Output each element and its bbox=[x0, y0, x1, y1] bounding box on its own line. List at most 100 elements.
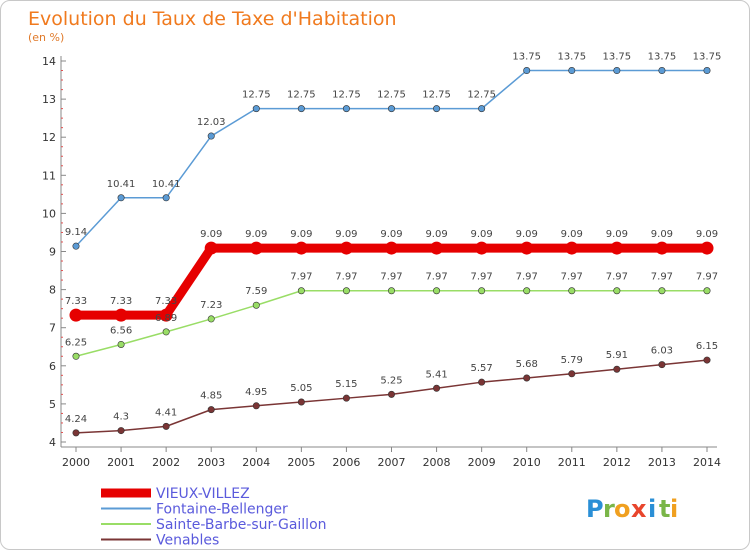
series-point bbox=[613, 365, 621, 373]
data-label: 6.15 bbox=[696, 341, 718, 352]
data-label: 9.09 bbox=[651, 229, 673, 240]
x-tick-label: 2013 bbox=[648, 456, 676, 469]
series-point bbox=[207, 132, 215, 140]
x-tick-label: 2007 bbox=[378, 456, 406, 469]
data-label: 4.41 bbox=[155, 407, 177, 418]
y-tick-label: 9 bbox=[49, 246, 56, 259]
data-label: 7.97 bbox=[516, 272, 538, 283]
data-label: 13.75 bbox=[648, 52, 677, 63]
data-label: 7.97 bbox=[696, 272, 718, 283]
series-point bbox=[342, 394, 350, 402]
data-label: 7.23 bbox=[200, 300, 222, 311]
data-label: 13.75 bbox=[693, 52, 722, 63]
data-label: 12.75 bbox=[287, 90, 316, 101]
data-label: 7.97 bbox=[561, 272, 583, 283]
series-point bbox=[114, 308, 128, 322]
series-point bbox=[568, 67, 576, 75]
legend-entry: Venables bbox=[156, 533, 219, 549]
data-label: 7.97 bbox=[335, 272, 357, 283]
data-label: 9.09 bbox=[200, 229, 222, 240]
chart-title: Evolution du Taux de Taxe d'Habitation bbox=[28, 8, 397, 30]
y-tick-label: 14 bbox=[42, 55, 56, 68]
x-tick-label: 2012 bbox=[603, 456, 631, 469]
legend-entry: Sainte-Barbe-sur-Gaillon bbox=[156, 517, 327, 533]
series-point bbox=[433, 105, 441, 113]
data-label: 5.68 bbox=[516, 359, 538, 370]
data-label: 7.59 bbox=[245, 286, 267, 297]
data-label: 9.09 bbox=[471, 229, 493, 240]
series-point bbox=[117, 194, 125, 202]
data-label: 7.33 bbox=[110, 296, 132, 307]
data-label: 10.41 bbox=[107, 179, 136, 190]
x-tick-label: 2004 bbox=[242, 456, 270, 469]
series-point bbox=[613, 67, 621, 75]
chart-subtitle: (en %) bbox=[28, 31, 64, 44]
data-label: 4.95 bbox=[245, 387, 267, 398]
data-label: 6.89 bbox=[155, 313, 177, 324]
data-label: 7.97 bbox=[380, 272, 402, 283]
data-label: 12.75 bbox=[422, 90, 451, 101]
series-point bbox=[159, 308, 173, 322]
data-label: 7.97 bbox=[651, 272, 673, 283]
series-point bbox=[297, 105, 305, 113]
series-point bbox=[478, 287, 486, 295]
series-point bbox=[703, 287, 711, 295]
series-point bbox=[658, 67, 666, 75]
series-point bbox=[387, 390, 395, 398]
data-label: 7.97 bbox=[471, 272, 493, 283]
series-point bbox=[69, 308, 83, 322]
data-label: 12.03 bbox=[197, 117, 226, 128]
data-label: 9.09 bbox=[561, 229, 583, 240]
x-tick-label: 2010 bbox=[513, 456, 541, 469]
series-point bbox=[703, 67, 711, 75]
y-tick-label: 12 bbox=[42, 131, 56, 144]
data-label: 4.24 bbox=[65, 414, 87, 425]
series-point bbox=[655, 241, 669, 255]
series-point bbox=[162, 194, 170, 202]
x-tick-label: 2003 bbox=[197, 456, 225, 469]
series-point bbox=[523, 374, 531, 382]
data-label: 6.25 bbox=[65, 337, 87, 348]
series-point bbox=[294, 241, 308, 255]
data-label: 7.97 bbox=[606, 272, 628, 283]
series-point bbox=[520, 241, 534, 255]
data-labels: 7.33 7.33 7.33 9.09 9.09 9.09 9.09 9.09 9.09 9.09… bbox=[65, 52, 721, 425]
y-tick-label: 13 bbox=[42, 93, 56, 106]
series-point bbox=[387, 287, 395, 295]
y-tick-label: 6 bbox=[49, 360, 56, 373]
logo-letter: x bbox=[631, 495, 647, 523]
series-point bbox=[342, 287, 350, 295]
data-label: 9.09 bbox=[380, 229, 402, 240]
data-label: 7.97 bbox=[425, 272, 447, 283]
series-point bbox=[252, 402, 260, 410]
data-label: 7.33 bbox=[155, 296, 177, 307]
data-label: 12.75 bbox=[332, 90, 361, 101]
x-tick-label: 2008 bbox=[423, 456, 451, 469]
series-point bbox=[204, 241, 218, 255]
data-label: 7.97 bbox=[290, 272, 312, 283]
data-label: 5.41 bbox=[425, 369, 447, 380]
series-point bbox=[72, 429, 80, 437]
logo-letter: t bbox=[659, 495, 670, 523]
data-label: 13.75 bbox=[557, 52, 586, 63]
logo-letter: i bbox=[648, 495, 656, 523]
x-tick-label: 2000 bbox=[62, 456, 90, 469]
series-point bbox=[523, 67, 531, 75]
series-point bbox=[162, 328, 170, 336]
logo-letter: r bbox=[603, 495, 615, 523]
x-tick-label: 2009 bbox=[468, 456, 496, 469]
logo-letter: i bbox=[670, 495, 678, 523]
series-point bbox=[613, 287, 621, 295]
data-label: 12.75 bbox=[467, 90, 496, 101]
data-label: 9.09 bbox=[425, 229, 447, 240]
data-label: 9.09 bbox=[516, 229, 538, 240]
series-point bbox=[565, 241, 579, 255]
y-tick-label: 4 bbox=[49, 436, 56, 449]
data-label: 5.79 bbox=[561, 355, 583, 366]
data-label: 9.14 bbox=[65, 227, 87, 238]
data-label: 6.03 bbox=[651, 346, 673, 357]
axes: 4 5 6 7 8 9 10 11 12 13 14 2000 2001 2002 2003 2004 2005… bbox=[42, 55, 721, 469]
x-tick-label: 2005 bbox=[287, 456, 315, 469]
